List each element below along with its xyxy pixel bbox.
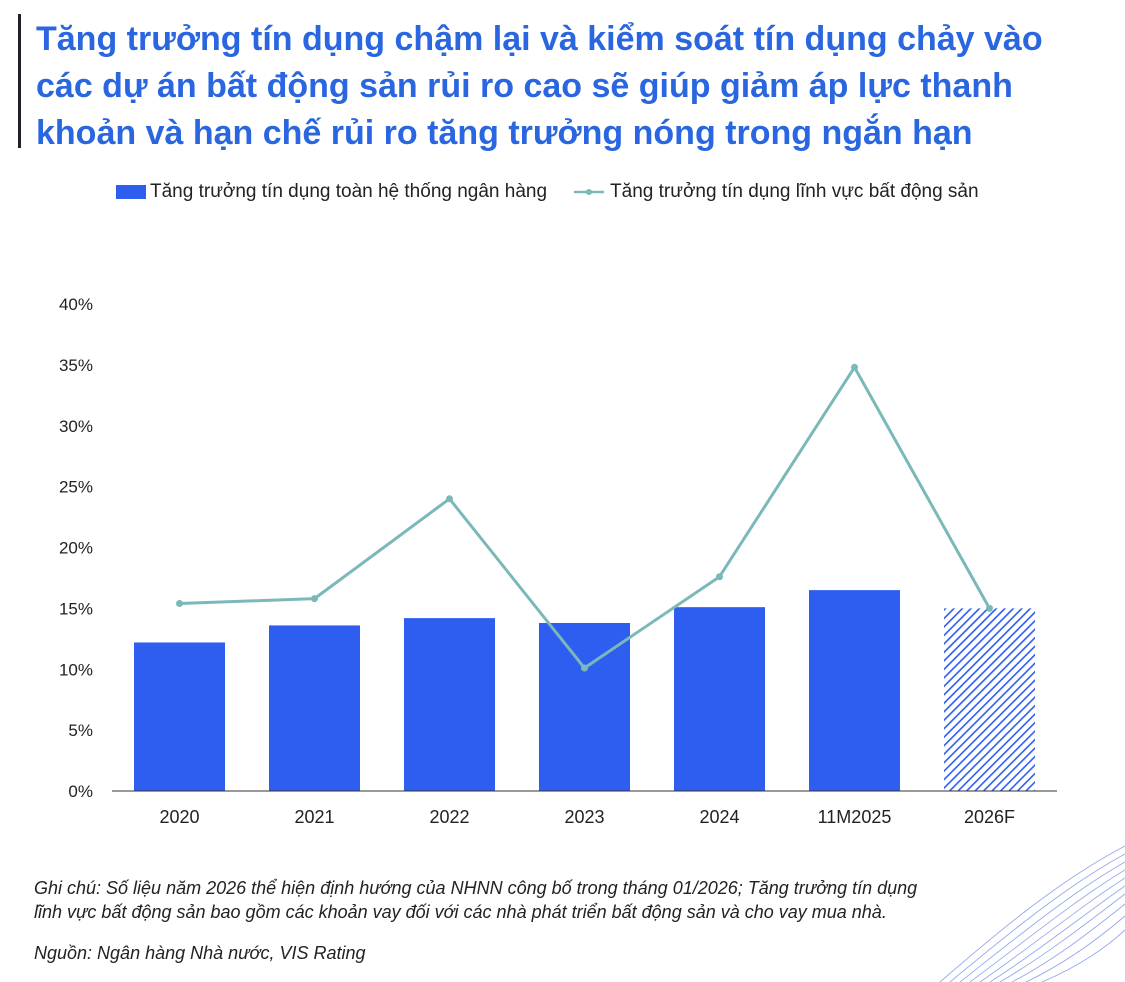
bar [269,625,360,791]
chart-note: Ghi chú: Số liệu năm 2026 thể hiện định … [34,876,1034,924]
y-tick-label: 0% [68,782,93,801]
data-point [581,664,588,672]
line-series [176,363,993,672]
chart-source: Nguồn: Ngân hàng Nhà nước, VIS Rating [34,943,366,963]
chart-title-line: Tăng trưởng tín dụng chậm lại và kiểm so… [36,20,1043,58]
bar [134,642,225,791]
title-accent-bar [18,14,21,148]
bar [539,622,630,791]
data-point [851,363,858,371]
legend-label: Tăng trưởng tín dụng lĩnh vực bất động s… [610,181,979,202]
x-tick-label: 2022 [429,807,469,827]
y-tick-label: 5% [68,721,93,740]
x-tick-label: 11M2025 [818,807,892,827]
x-tick-label: 2021 [294,807,334,827]
legend-bar-swatch [116,185,146,199]
y-axis: 0% 5% 10% 15% 20% 25% 30% 35% 40% [59,295,93,801]
data-point [446,495,453,503]
x-tick-label: 2020 [159,807,199,827]
chart-title-line: các dự án bất động sản rủi ro cao sẽ giú… [36,67,1013,105]
chart-title: Tăng trưởng tín dụng chậm lại và kiểm so… [36,16,1106,157]
x-tick-label: 2026F [964,807,1015,827]
bar [944,608,1035,791]
y-tick-label: 40% [59,295,93,314]
x-axis: 2020 2021 2022 2023 2024 11M2025 2026F [159,807,1015,827]
y-tick-label: 25% [59,478,93,497]
legend-item-bank-credit: Tăng trưởng tín dụng toàn hệ thống ngân … [116,181,547,203]
note-line: lĩnh vực bất động sản bao gồm các khoản … [34,902,887,922]
legend-label: Tăng trưởng tín dụng toàn hệ thống ngân … [150,181,548,202]
bar [674,607,765,791]
chart-title-line: khoản và hạn chế rủi ro tăng trưởng nóng… [36,114,973,152]
data-point [986,604,993,612]
x-tick-label: 2024 [699,807,739,827]
data-point [176,600,183,608]
y-tick-label: 30% [59,417,93,436]
y-tick-label: 35% [59,356,93,375]
chart-plot: 0%5%10%15%20%25%30%35%40% 2020 2021 2022 20… [59,295,1057,827]
note-line: Ghi chú: Số liệu năm 2026 thể hiện định … [34,878,918,898]
data-point [311,595,318,603]
bar [404,618,495,791]
data-point [716,573,723,581]
legend-line-swatch [574,189,605,195]
legend-item-real-estate-credit: Tăng trưởng tín dụng lĩnh vực bất động s… [573,181,979,203]
x-tick-label: 2023 [564,807,604,827]
bar-series [134,590,1035,791]
y-tick-label: 10% [59,660,93,679]
y-tick-label: 15% [59,599,93,618]
y-tick-label: 20% [59,539,93,558]
chart-legend: Tăng trưởng tín dụng toàn hệ thống ngân … [116,180,1005,204]
bar [809,590,900,791]
